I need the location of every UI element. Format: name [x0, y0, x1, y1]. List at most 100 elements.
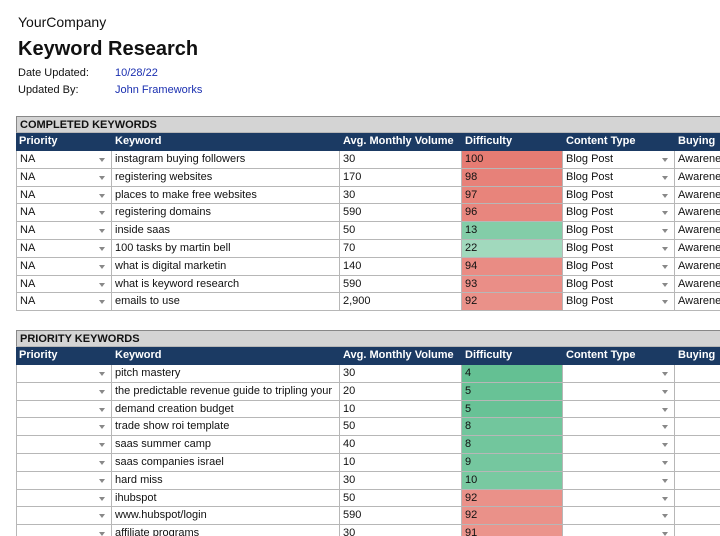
meta-value: 10/28/22 — [115, 67, 158, 79]
cell: 100 tasks by martin bell — [112, 240, 340, 258]
difficulty-cell: 5 — [462, 400, 563, 419]
difficulty-cell: 97 — [462, 186, 563, 205]
cell: 50 — [340, 489, 462, 508]
difficulty-cell: 4 — [462, 365, 563, 383]
page-title: Keyword Research — [18, 38, 199, 60]
dropdown-cell[interactable]: Blog Post — [563, 240, 675, 258]
cell: Awarene — [675, 276, 720, 294]
dropdown-cell[interactable] — [16, 525, 112, 536]
dropdown-cell[interactable] — [16, 507, 112, 526]
dropdown-cell[interactable] — [563, 382, 675, 401]
difficulty-cell: 94 — [462, 257, 563, 276]
column-header: Difficulty — [462, 133, 563, 151]
cell: inside saas — [112, 222, 340, 240]
dropdown-cell[interactable] — [16, 454, 112, 472]
cell: 140 — [340, 257, 462, 276]
cell: registering domains — [112, 204, 340, 223]
cell — [675, 401, 720, 419]
dropdown-cell[interactable] — [563, 418, 675, 437]
dropdown-cell[interactable]: NA — [16, 222, 112, 240]
dropdown-cell[interactable] — [16, 382, 112, 401]
dropdown-cell[interactable] — [16, 365, 112, 383]
dropdown-cell[interactable]: Blog Post — [563, 257, 675, 276]
difficulty-cell: 13 — [462, 222, 563, 240]
dropdown-cell[interactable] — [16, 436, 112, 454]
cell — [675, 490, 720, 508]
difficulty-cell: 8 — [462, 436, 563, 454]
dropdown-cell[interactable]: NA — [16, 240, 112, 258]
dropdown-cell[interactable]: NA — [16, 168, 112, 187]
cell — [675, 507, 720, 526]
column-header: Content Type — [563, 347, 675, 365]
difficulty-cell: 92 — [462, 507, 563, 526]
difficulty-cell: 96 — [462, 204, 563, 223]
section-header: PRIORITY KEYWORDS — [16, 330, 720, 347]
cell: pitch mastery — [112, 365, 340, 383]
dropdown-cell[interactable] — [563, 525, 675, 536]
cell: 20 — [340, 382, 462, 401]
cell: 30 — [340, 525, 462, 536]
cell: demand creation budget — [112, 400, 340, 419]
dropdown-cell[interactable] — [563, 454, 675, 472]
cell: Awarene — [675, 204, 720, 223]
cell: 30 — [340, 471, 462, 490]
difficulty-cell: 93 — [462, 275, 563, 294]
cell — [675, 525, 720, 536]
cell: instagram buying followers — [112, 151, 340, 169]
meta-label: Date Updated: — [18, 67, 89, 79]
cell: 10 — [340, 400, 462, 419]
cell — [675, 383, 720, 401]
cell: saas summer camp — [112, 436, 340, 454]
dropdown-cell[interactable]: Blog Post — [563, 186, 675, 205]
difficulty-cell: 10 — [462, 471, 563, 490]
cell: Awarene — [675, 258, 720, 276]
column-header: Priority — [16, 347, 112, 365]
column-header: Keyword — [112, 133, 340, 151]
cell: registering websites — [112, 168, 340, 187]
cell: what is digital marketin — [112, 257, 340, 276]
cell: what is keyword research — [112, 275, 340, 294]
column-header: Buying — [675, 133, 720, 151]
meta-value: John Frameworks — [115, 84, 203, 96]
cell: affiliate programs — [112, 525, 340, 536]
cell: saas companies israel — [112, 454, 340, 472]
dropdown-cell[interactable]: NA — [16, 257, 112, 276]
cell: 30 — [340, 186, 462, 205]
dropdown-cell[interactable] — [563, 365, 675, 383]
dropdown-cell[interactable]: NA — [16, 293, 112, 312]
dropdown-cell[interactable] — [16, 471, 112, 490]
cell — [675, 454, 720, 472]
column-header: Difficulty — [462, 347, 563, 365]
dropdown-cell[interactable]: Blog Post — [563, 293, 675, 312]
difficulty-cell: 100 — [462, 151, 563, 169]
dropdown-cell[interactable] — [16, 400, 112, 419]
dropdown-cell[interactable]: Blog Post — [563, 204, 675, 223]
dropdown-cell[interactable]: NA — [16, 151, 112, 169]
dropdown-cell[interactable] — [563, 489, 675, 508]
dropdown-cell[interactable]: Blog Post — [563, 222, 675, 240]
dropdown-cell[interactable]: Blog Post — [563, 275, 675, 294]
company-name: YourCompany — [18, 14, 107, 30]
dropdown-cell[interactable] — [16, 489, 112, 508]
cell: Awarene — [675, 240, 720, 258]
dropdown-cell[interactable]: NA — [16, 204, 112, 223]
cell: www.hubspot/login — [112, 507, 340, 526]
dropdown-cell[interactable]: NA — [16, 275, 112, 294]
cell — [675, 472, 720, 490]
dropdown-cell[interactable] — [16, 418, 112, 437]
column-header: Priority — [16, 133, 112, 151]
difficulty-cell: 92 — [462, 489, 563, 508]
dropdown-cell[interactable]: NA — [16, 186, 112, 205]
dropdown-cell[interactable] — [563, 400, 675, 419]
dropdown-cell[interactable] — [563, 507, 675, 526]
cell: 40 — [340, 436, 462, 454]
cell: 590 — [340, 507, 462, 526]
cell: 170 — [340, 168, 462, 187]
dropdown-cell[interactable]: Blog Post — [563, 151, 675, 169]
difficulty-cell: 9 — [462, 454, 563, 472]
dropdown-cell[interactable] — [563, 436, 675, 454]
dropdown-cell[interactable] — [563, 471, 675, 490]
dropdown-cell[interactable]: Blog Post — [563, 168, 675, 187]
